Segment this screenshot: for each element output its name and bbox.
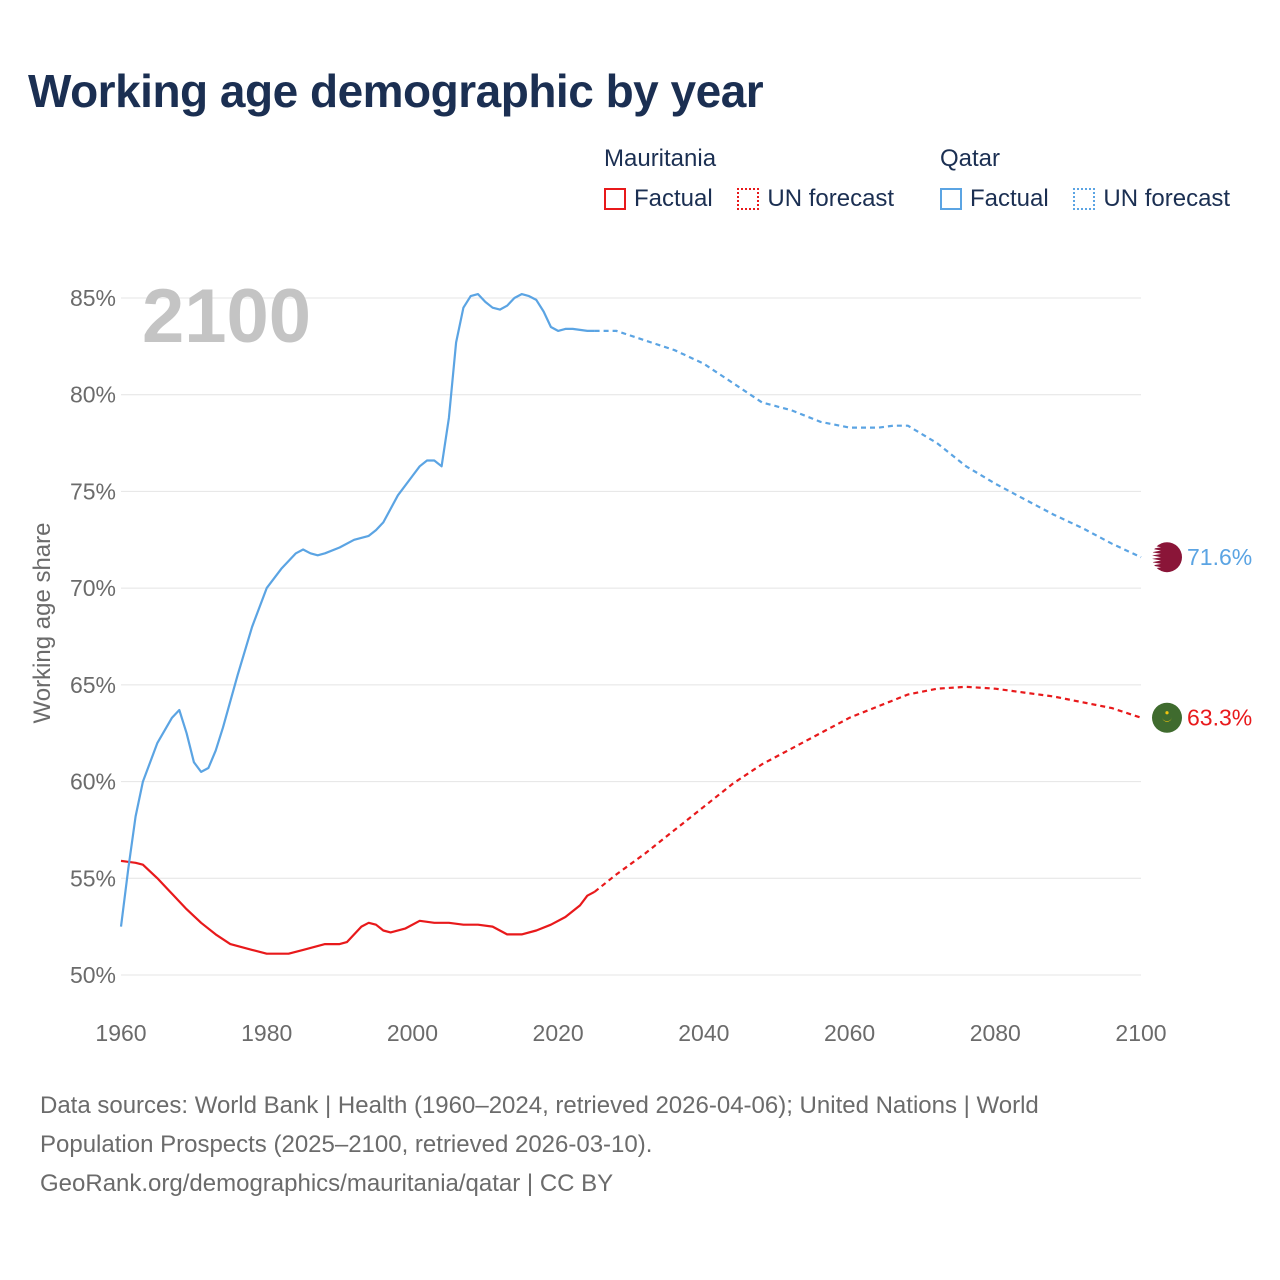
x-tick-label: 2100 — [1115, 1020, 1166, 1046]
y-axis-ticks: 50% 55% 60% 65% 70% 75% 80% 85% — [70, 285, 116, 988]
footer-line: Data sources: World Bank | Health (1960–… — [40, 1092, 1039, 1119]
flag-marker-mauritania — [1152, 702, 1182, 733]
y-tick-label: 50% — [70, 962, 116, 988]
legend-item-qatar-factual[interactable]: Factual — [940, 185, 1049, 213]
qatar-flag-icon — [1152, 542, 1182, 573]
x-tick-label: 1960 — [95, 1020, 146, 1046]
footer-sources: Data sources: World Bank | Health (1960–… — [40, 1086, 1220, 1203]
legend-item-mauritania-forecast[interactable]: UN forecast — [737, 185, 894, 213]
legend-label: UN forecast — [1103, 185, 1231, 212]
y-tick-label: 85% — [70, 285, 116, 311]
mauritania-flag-icon — [1152, 702, 1182, 733]
y-tick-label: 80% — [70, 382, 116, 408]
star-icon — [1165, 711, 1169, 715]
series-line-forecast-mauritania[interactable] — [593, 685, 1142, 893]
series-line-factual-qatar[interactable] — [119, 293, 595, 927]
legend-group-name: Qatar — [940, 145, 1001, 172]
x-tick-label: 2080 — [970, 1020, 1021, 1046]
legend-label: Factual — [634, 185, 713, 212]
x-axis-ticks: 1960 1980 2000 2020 2040 2060 2080 2100 — [95, 1020, 1166, 1046]
series-lines — [119, 293, 1142, 955]
x-tick-label: 1980 — [241, 1020, 292, 1046]
legend-swatch-dotted — [737, 188, 760, 210]
end-value-label-mauritania: 63.3% — [1187, 705, 1252, 731]
footer-line: Population Prospects (2025–2100, retriev… — [40, 1131, 653, 1158]
grid-lines — [121, 297, 1141, 976]
y-axis-label: Working age share — [29, 523, 56, 724]
legend-group-qatar: Qatar Factual UN forecast — [940, 145, 1230, 217]
series-end-markers: 63.3% 71.6% — [1152, 542, 1252, 733]
legend-label: Factual — [970, 185, 1049, 212]
legend-swatch-solid — [604, 188, 626, 210]
y-tick-label: 70% — [70, 575, 116, 601]
legend-swatch-dotted — [1073, 188, 1096, 210]
legend-group-mauritania: Mauritania Factual UN forecast — [604, 145, 912, 217]
y-tick-label: 65% — [70, 672, 116, 698]
series-line-factual-mauritania[interactable] — [120, 859, 596, 955]
legend-item-mauritania-factual[interactable]: Factual — [604, 185, 713, 213]
legend-item-qatar-forecast[interactable]: UN forecast — [1073, 185, 1230, 213]
qatar-flag-serration — [1152, 542, 1161, 573]
x-tick-label: 2040 — [678, 1020, 729, 1046]
x-tick-label: 2020 — [533, 1020, 584, 1046]
chart-title: Working age demographic by year — [28, 65, 764, 117]
y-tick-label: 60% — [70, 769, 116, 795]
end-value-label-qatar: 71.6% — [1187, 544, 1252, 570]
legend-swatch-solid — [940, 188, 962, 210]
x-tick-label: 2000 — [387, 1020, 438, 1046]
series-line-forecast-qatar[interactable] — [594, 329, 1142, 559]
footer-line[interactable]: GeoRank.org/demographics/mauritania/qata… — [40, 1170, 614, 1197]
flag-marker-qatar — [1152, 542, 1182, 573]
y-tick-label: 55% — [70, 865, 116, 891]
line-chart: 2100 50% 55% 60% 65% 70% 75% 80% 85% 1960 1980 20… — [29, 274, 1252, 1046]
x-tick-label: 2060 — [824, 1020, 875, 1046]
legend-label: UN forecast — [767, 185, 895, 212]
y-tick-label: 75% — [70, 478, 116, 504]
year-watermark: 2100 — [142, 274, 311, 359]
legend-group-name: Mauritania — [604, 145, 717, 172]
